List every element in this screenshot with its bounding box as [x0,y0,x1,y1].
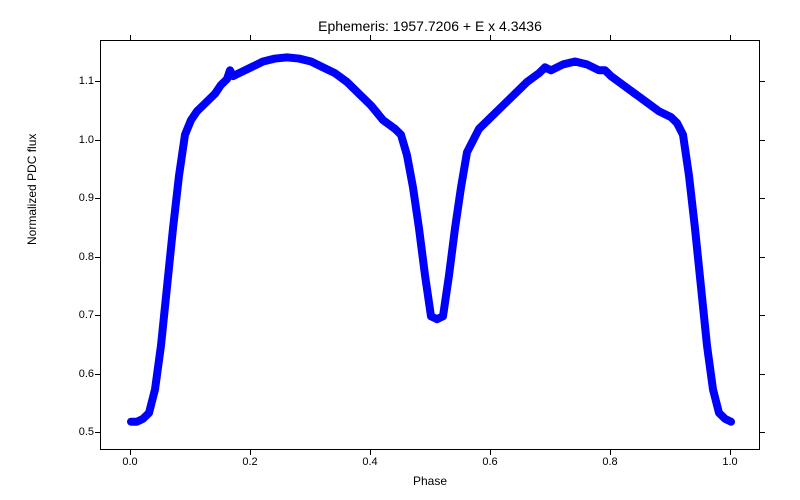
ytick-mark [760,315,765,316]
xtick-mark [250,450,251,455]
chart-container [100,40,760,450]
xtick-mark [610,450,611,455]
ytick-mark [95,81,100,82]
ytick-label: 0.6 [79,368,94,380]
ytick-mark [760,374,765,375]
ytick-label: 0.5 [79,426,94,438]
xtick-label: 1.0 [722,456,737,468]
xtick-mark [490,35,491,40]
ytick-mark [760,81,765,82]
ytick-mark [760,140,765,141]
xtick-mark [730,450,731,455]
xtick-mark [610,35,611,40]
xtick-mark [130,450,131,455]
ytick-label: 0.9 [79,192,94,204]
ytick-label: 0.7 [79,309,94,321]
xtick-label: 0.2 [242,456,257,468]
ytick-mark [95,140,100,141]
ytick-mark [760,432,765,433]
xtick-label: 0.8 [602,456,617,468]
xtick-mark [730,35,731,40]
ytick-mark [760,257,765,258]
ytick-mark [95,257,100,258]
chart-title: Ephemeris: 1957.7206 + E x 4.3436 [100,18,760,34]
y-axis-label: Normalized PDC flux [25,134,39,245]
xtick-mark [130,35,131,40]
ytick-mark [95,315,100,316]
ytick-mark [95,374,100,375]
x-axis-label: Phase [100,474,760,488]
ytick-label: 1.0 [79,134,94,146]
ytick-mark [95,198,100,199]
xtick-mark [370,35,371,40]
ytick-mark [760,198,765,199]
ytick-mark [95,432,100,433]
xtick-mark [250,35,251,40]
light-curve-series [131,57,731,421]
xtick-label: 0.4 [362,456,377,468]
xtick-mark [370,450,371,455]
xtick-mark [490,450,491,455]
ytick-label: 0.8 [79,251,94,263]
xtick-label: 0.6 [482,456,497,468]
plot-area [100,40,760,450]
xtick-label: 0.0 [122,456,137,468]
data-series-svg [101,41,761,451]
ytick-label: 1.1 [79,75,94,87]
